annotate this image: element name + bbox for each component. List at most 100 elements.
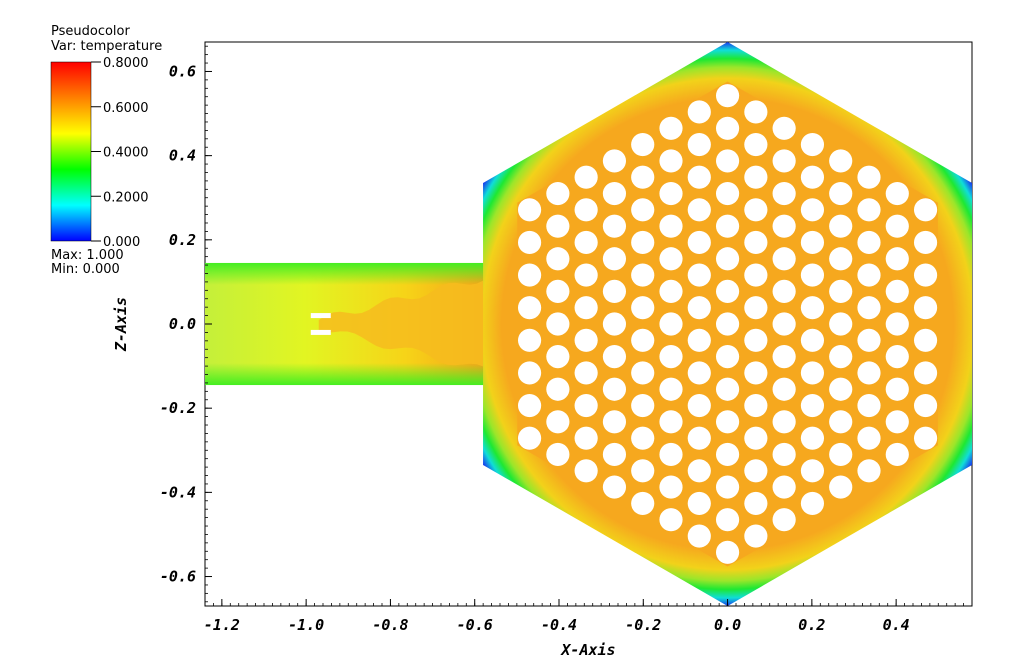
rod [659, 345, 683, 369]
rod [631, 198, 655, 222]
rod [857, 361, 881, 385]
rod [602, 214, 627, 238]
legend-tick-label: 0.000 [103, 235, 140, 250]
rod [517, 393, 542, 418]
rod [574, 296, 598, 320]
rod [546, 247, 570, 271]
rod [546, 214, 570, 238]
rod [659, 149, 683, 173]
rod [602, 345, 627, 369]
rod [857, 296, 881, 320]
rod [687, 165, 711, 189]
x-tick-label: -0.6 [457, 616, 493, 634]
rod [857, 426, 881, 450]
rod [772, 410, 796, 434]
rod [744, 263, 768, 287]
rod [546, 345, 570, 369]
rod [913, 230, 938, 255]
rod [687, 263, 711, 287]
rod [687, 459, 711, 483]
rod [659, 247, 683, 271]
rod [857, 165, 881, 189]
y-tick-label: 0.4 [169, 147, 196, 165]
rod [913, 263, 938, 287]
rod [715, 84, 740, 108]
legend-plot-type: Pseudocolor [51, 24, 130, 39]
rod [546, 410, 570, 434]
rod [885, 214, 909, 238]
y-tick-label: -0.2 [160, 399, 196, 417]
rod [885, 279, 909, 303]
rod [687, 198, 711, 222]
rod [546, 312, 570, 336]
inlet-slot [310, 329, 331, 335]
rod [744, 165, 768, 189]
legend-tick-label: 0.4000 [103, 146, 149, 161]
rod [829, 442, 853, 467]
rod [631, 328, 655, 352]
rod [913, 296, 938, 320]
rod [574, 230, 598, 255]
rod [631, 230, 655, 255]
rod [885, 442, 909, 467]
rod [857, 459, 881, 483]
x-tick-label: -0.4 [541, 616, 577, 634]
rod [744, 361, 768, 385]
rod [517, 263, 542, 287]
rod [744, 296, 768, 320]
rod [631, 165, 655, 189]
inlet-slot [310, 313, 331, 319]
rod [857, 263, 881, 287]
temperature-field [205, 42, 972, 606]
rod [715, 149, 740, 173]
rod [574, 361, 598, 385]
rod [913, 361, 938, 385]
rod [715, 410, 740, 434]
rod [715, 442, 740, 467]
rod [772, 345, 796, 369]
rod [602, 279, 627, 303]
legend-tick-label: 0.6000 [103, 101, 149, 116]
rod [800, 133, 825, 157]
rod [546, 377, 570, 401]
x-tick-label: -1.2 [204, 616, 240, 634]
rod [631, 426, 655, 450]
rod [687, 133, 711, 157]
rod [744, 524, 768, 548]
rod [772, 214, 796, 238]
rod [602, 247, 627, 271]
rod [687, 524, 711, 548]
rod [659, 312, 683, 336]
rod [602, 410, 627, 434]
rod [772, 116, 796, 140]
x-tick-label: -0.2 [625, 616, 661, 634]
rod [631, 491, 655, 515]
rod [687, 426, 711, 450]
legend-min: Min: 0.000 [51, 262, 120, 277]
rod [631, 393, 655, 418]
rod [744, 133, 768, 157]
rod [829, 181, 853, 206]
rod [772, 181, 796, 206]
rod [715, 279, 740, 303]
rod [772, 508, 796, 532]
rod [744, 459, 768, 483]
rod [800, 328, 825, 352]
rod [857, 230, 881, 255]
legend-variable: Var: temperature [51, 39, 163, 54]
rod [885, 345, 909, 369]
y-tick-label: -0.4 [160, 483, 196, 501]
legend-tick-label: 0.8000 [103, 56, 149, 71]
rod [800, 296, 825, 320]
rod [885, 410, 909, 434]
rod [659, 377, 683, 401]
rod [517, 328, 542, 352]
rod [857, 328, 881, 352]
rod [744, 328, 768, 352]
rod [715, 345, 740, 369]
rod [744, 230, 768, 255]
rod [829, 377, 853, 401]
rod [829, 475, 853, 499]
rod [574, 198, 598, 222]
